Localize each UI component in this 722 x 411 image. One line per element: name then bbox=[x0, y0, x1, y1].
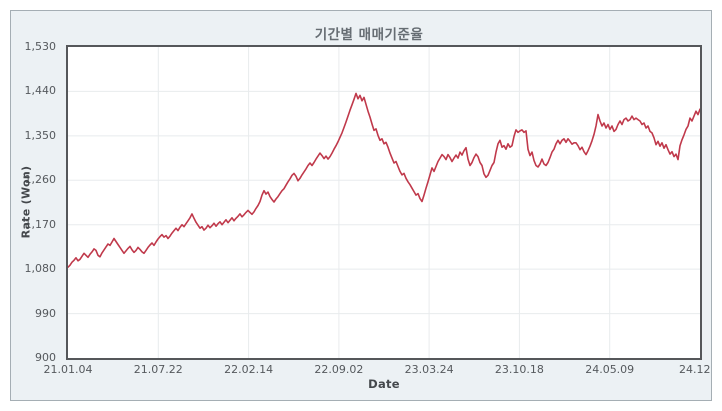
rate-line-series bbox=[68, 92, 700, 268]
x-tick-label: 24.05.09 bbox=[585, 363, 635, 376]
y-tick-label: 1,350 bbox=[24, 128, 57, 142]
y-axis-tick-labels: 1,530 1,440 1,350 1,260 1,170 1,080 990 900 bbox=[11, 11, 62, 400]
chart-title: 기간별 매매기준율 bbox=[314, 27, 424, 43]
x-tick-label: 23.03.24 bbox=[404, 363, 454, 376]
x-tick-label: 22.02.14 bbox=[224, 363, 274, 376]
x-axis-tick-labels: 21.01.04 21.07.22 22.02.14 22.09.02 23.03.24… bbox=[44, 363, 711, 377]
gridlines bbox=[68, 47, 700, 358]
x-axis-title: Date bbox=[368, 377, 400, 391]
y-tick-label: 1,080 bbox=[24, 262, 57, 276]
line-chart-svg bbox=[68, 47, 700, 358]
x-tick-label: 23.10.18 bbox=[494, 363, 544, 376]
y-tick-label: 1,260 bbox=[24, 173, 57, 187]
plot-area bbox=[66, 45, 702, 360]
chart-panel: 기간별 매매기준율 1,530 1,440 1,350 1,260 1,170 1,080… bbox=[10, 10, 712, 401]
y-tick-label: 900 bbox=[35, 351, 56, 364]
y-tick-label: 990 bbox=[35, 306, 56, 320]
x-tick-label: 21.01.04 bbox=[43, 363, 93, 376]
y-tick-label: 1,170 bbox=[24, 217, 57, 231]
x-tick-label: 22.09.02 bbox=[314, 363, 364, 376]
x-tick-label: 24.12.0 bbox=[679, 363, 711, 376]
y-tick-label: 1,530 bbox=[24, 40, 57, 53]
x-tick-label: 21.07.22 bbox=[133, 363, 183, 376]
y-tick-label: 1,440 bbox=[24, 84, 57, 98]
